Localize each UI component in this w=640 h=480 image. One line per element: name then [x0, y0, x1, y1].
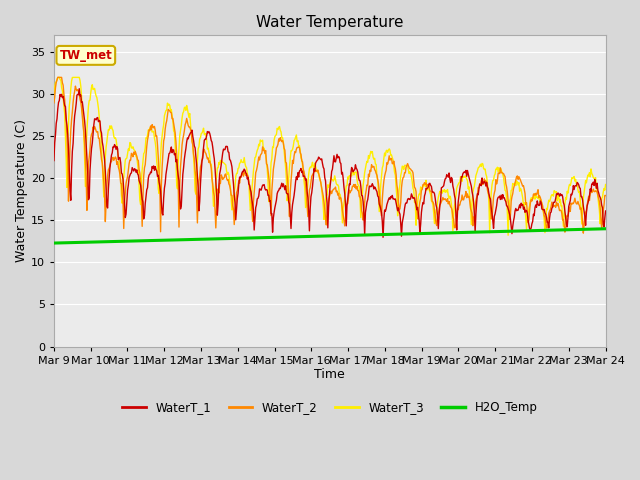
Legend: WaterT_1, WaterT_2, WaterT_3, H2O_Temp: WaterT_1, WaterT_2, WaterT_3, H2O_Temp — [117, 396, 542, 419]
Text: TW_met: TW_met — [60, 49, 112, 62]
Title: Water Temperature: Water Temperature — [256, 15, 403, 30]
Y-axis label: Water Temperature (C): Water Temperature (C) — [15, 120, 28, 263]
X-axis label: Time: Time — [314, 368, 345, 381]
